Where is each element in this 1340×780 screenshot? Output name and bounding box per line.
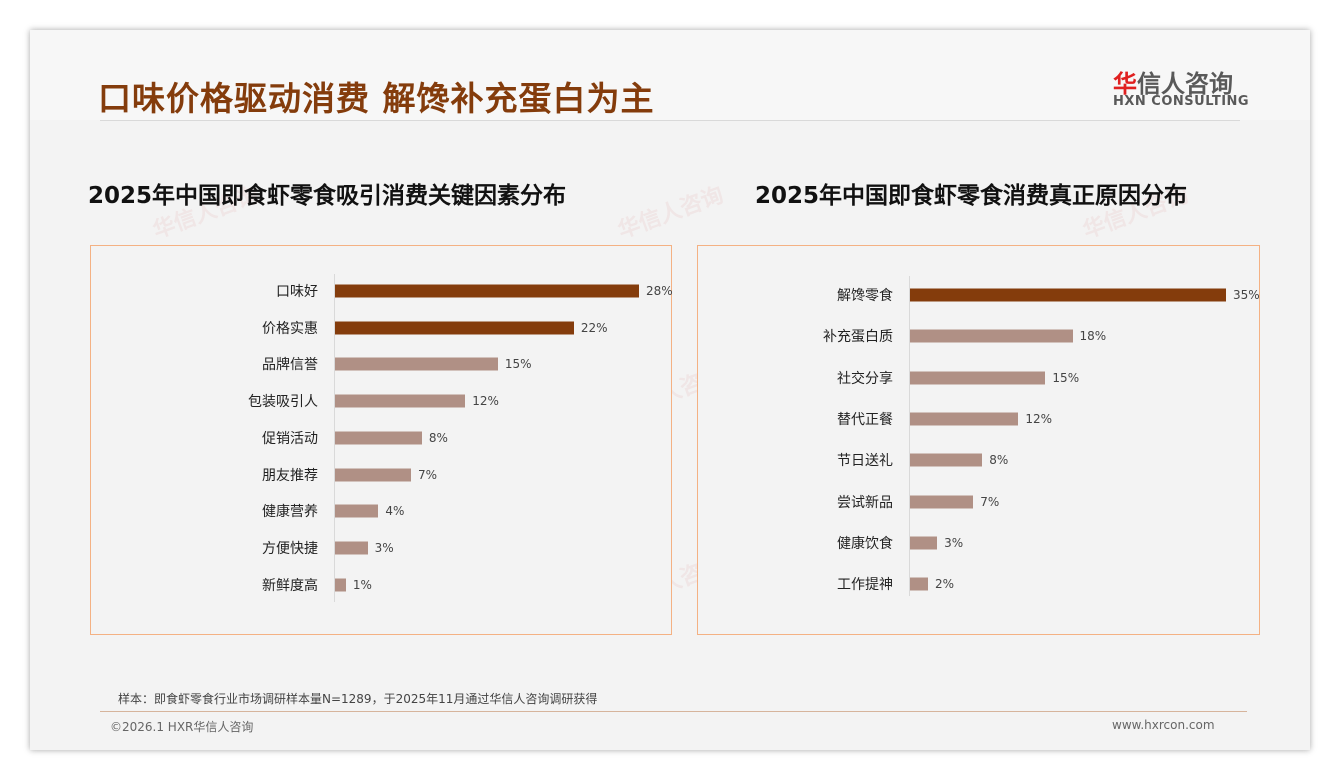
data-label: 1%: [352, 577, 372, 592]
y-axis-line: [909, 276, 910, 596]
data-label: 8%: [428, 430, 448, 445]
bar: [335, 357, 498, 371]
category-label: 品牌信誉: [262, 357, 318, 374]
category-label: 社交分享: [837, 370, 893, 387]
data-label: 2%: [935, 577, 955, 592]
category-label: 健康饮食: [837, 535, 893, 552]
category-label: 朋友推荐: [262, 467, 318, 484]
chart-title-right: 2025年中国即食虾零食消费真正原因分布: [755, 183, 1188, 209]
slide: 口味价格驱动消费 解馋补充蛋白为主 华信人咨询 HXN CONSULTING 华…: [30, 30, 1310, 750]
bar: [335, 578, 346, 592]
logo-text: 信人咨询: [1137, 70, 1233, 98]
data-label: 12%: [1025, 411, 1052, 426]
category-label: 方便快捷: [262, 540, 318, 557]
chart-title-left: 2025年中国即食虾零食吸引消费关键因素分布: [88, 183, 567, 209]
data-label: 22%: [580, 320, 608, 335]
data-label: 35%: [1233, 288, 1260, 302]
bar: [910, 453, 983, 467]
data-label: 15%: [504, 357, 532, 372]
header-divider: [100, 120, 1240, 121]
bar: [335, 431, 422, 445]
data-label: 8%: [989, 453, 1009, 468]
bar: [335, 468, 411, 481]
data-label: 4%: [385, 504, 405, 519]
category-label: 新鲜度高: [262, 577, 318, 594]
y-axis-line: [334, 274, 335, 602]
bar: [910, 412, 1019, 426]
logo-mark: 华: [1113, 70, 1137, 98]
category-label: 解馋零食: [837, 288, 893, 304]
category-label: 促销活动: [262, 430, 318, 447]
bar: [910, 495, 974, 508]
bar: [910, 371, 1046, 385]
chart-left: 口味好 28% 价格实惠 22% 品牌信誉 15% 包装吸引人 12% 促销活动 8% 朋友推荐 7%…: [90, 245, 673, 635]
bar: [910, 329, 1073, 343]
category-label: 替代正餐: [837, 411, 893, 428]
bar: [910, 536, 938, 550]
category-label: 口味好: [276, 284, 318, 300]
bar: [335, 504, 379, 518]
data-label: 3%: [944, 535, 964, 550]
sample-note: 样本：即食虾零食行业市场调研样本量N=1289，于2025年11月通过华信人咨询…: [118, 692, 598, 706]
data-label: 7%: [980, 494, 1000, 509]
category-label: 健康营养: [262, 504, 318, 521]
category-label: 包装吸引人: [248, 394, 318, 411]
data-label: 7%: [418, 467, 438, 482]
bar: [335, 394, 466, 408]
bar: [910, 288, 1226, 302]
website-link[interactable]: www.hxrcon.com: [1112, 718, 1215, 732]
copyright: ©2026.1 HXR华信人咨询: [110, 720, 254, 734]
chart-right: 解馋零食 35% 补充蛋白质 18% 社交分享 15% 替代正餐 12% 节日送礼 8% 尝试新品 7…: [697, 245, 1260, 635]
category-label: 价格实惠: [262, 320, 318, 337]
data-label: 12%: [472, 394, 499, 409]
category-label: 节日送礼: [837, 453, 893, 470]
watermark: 华信人咨询: [614, 182, 727, 244]
data-label: 3%: [374, 540, 394, 555]
header-background: [30, 30, 1310, 120]
bar: [335, 284, 639, 298]
logo: 华信人咨询: [1113, 64, 1233, 99]
category-label: 补充蛋白质: [823, 329, 893, 346]
bar: [335, 321, 574, 335]
data-label: 18%: [1079, 329, 1107, 344]
footer-divider: [100, 711, 1247, 712]
bar: [335, 541, 368, 555]
category-label: 工作提神: [837, 577, 893, 594]
data-label: 28%: [646, 284, 673, 298]
category-label: 尝试新品: [837, 494, 893, 511]
bar: [910, 577, 929, 591]
logo-subtitle: HXN CONSULTING: [1113, 94, 1250, 109]
page-title: 口味价格驱动消费 解馋补充蛋白为主: [98, 79, 655, 118]
data-label: 15%: [1052, 370, 1080, 385]
